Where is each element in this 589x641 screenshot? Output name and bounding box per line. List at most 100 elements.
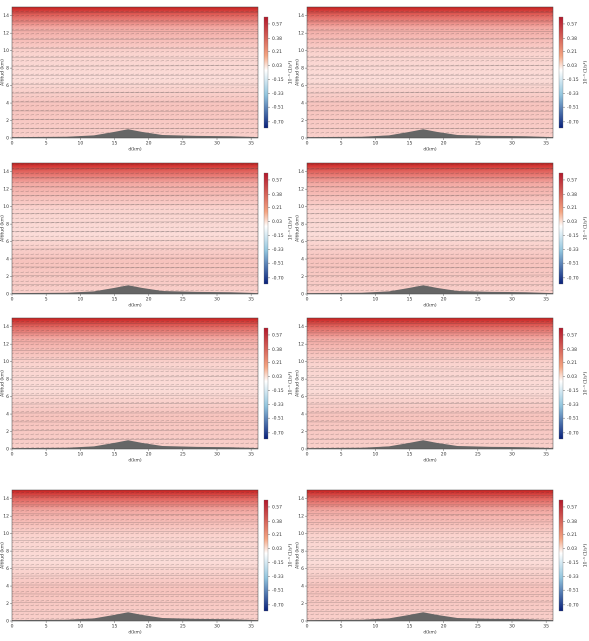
y-tick-label: 6 bbox=[6, 394, 9, 400]
colorbar-tick-label: -0.15 bbox=[567, 388, 579, 394]
y-tick-label: 4 bbox=[6, 101, 9, 107]
colorbar-tick-label: 0.38 bbox=[567, 347, 577, 353]
x-tick-label: 20 bbox=[441, 297, 447, 303]
y-tick-label: 0 bbox=[6, 619, 9, 625]
quiver-field bbox=[307, 490, 553, 621]
x-tick-label: 35 bbox=[543, 141, 549, 147]
x-tick-label: 35 bbox=[248, 624, 254, 630]
colorbar-tick-label: 0.03 bbox=[272, 546, 282, 552]
x-tick-label: 25 bbox=[475, 624, 481, 630]
colorbar-tick-label: 0.21 bbox=[567, 49, 577, 55]
x-tick-label: 0 bbox=[306, 452, 309, 458]
x-tick-label: 5 bbox=[340, 452, 343, 458]
y-tick-label: 6 bbox=[301, 566, 304, 572]
colorbar-tick-label: 0.38 bbox=[567, 519, 577, 525]
colorbar-tick-label: 0.21 bbox=[272, 49, 282, 55]
x-tick-label: 15 bbox=[112, 452, 118, 458]
terrain bbox=[12, 129, 258, 138]
colorbar-tick-label: -0.15 bbox=[272, 77, 284, 83]
y-tick-label: 12 bbox=[3, 342, 9, 348]
colorbar-label: 10⁻³ (1/s²) bbox=[583, 61, 589, 85]
x-tick-label: 10 bbox=[77, 452, 83, 458]
y-tick-label: 0 bbox=[301, 619, 304, 625]
y-tick-label: 8 bbox=[6, 377, 9, 383]
colorbar-tick-label: -0.51 bbox=[272, 261, 284, 267]
panel: 0 5 10 15 20 25 30 35 0 2 4 6 8 10 12 14 d(km) Altitud (k… bbox=[0, 489, 294, 636]
y-tick-label: 2 bbox=[6, 118, 9, 124]
x-tick-label: 10 bbox=[372, 624, 378, 630]
x-tick-label: 5 bbox=[45, 452, 48, 458]
x-tick-label: 10 bbox=[372, 452, 378, 458]
y-tick-label: 2 bbox=[6, 601, 9, 607]
quiver-field bbox=[12, 163, 258, 294]
colorbar-label: 10⁻³ (1/s²) bbox=[583, 217, 589, 241]
colorbar-tick-label: 0.38 bbox=[272, 192, 282, 198]
colorbar-tick-label: 0.57 bbox=[272, 21, 282, 27]
x-tick-label: 20 bbox=[146, 624, 152, 630]
x-tick-label: 0 bbox=[306, 297, 309, 303]
colorbar bbox=[263, 327, 269, 440]
y-tick-label: 0 bbox=[6, 292, 9, 298]
x-tick-label: 15 bbox=[407, 624, 413, 630]
y-axis-label: Altitud (km) bbox=[0, 59, 6, 86]
colorbar-tick-label: -0.33 bbox=[567, 247, 579, 253]
y-tick-label: 10 bbox=[3, 48, 9, 54]
plot-frame bbox=[11, 489, 259, 622]
terrain bbox=[307, 129, 553, 138]
y-tick-label: 4 bbox=[6, 257, 9, 263]
x-tick-label: 35 bbox=[248, 141, 254, 147]
y-tick-label: 2 bbox=[301, 429, 304, 435]
panel: 0 5 10 15 20 25 30 35 0 2 4 6 8 10 12 14 d(km) Altitud (k… bbox=[295, 489, 589, 636]
terrain bbox=[12, 440, 258, 449]
panel: 0 5 10 15 20 25 30 35 0 2 4 6 8 10 12 14 d(km) Altitud (k… bbox=[0, 162, 294, 309]
y-tick-label: 10 bbox=[298, 531, 304, 537]
colorbar-tick-label: -0.70 bbox=[272, 602, 284, 608]
y-tick-label: 12 bbox=[3, 514, 9, 520]
y-axis-label: Altitud (km) bbox=[0, 542, 6, 569]
x-axis-label: d(km) bbox=[423, 303, 437, 309]
plot-frame bbox=[11, 317, 259, 450]
terrain bbox=[12, 285, 258, 294]
y-tick-label: 12 bbox=[298, 31, 304, 37]
y-tick-label: 0 bbox=[301, 136, 304, 142]
x-tick-label: 35 bbox=[248, 452, 254, 458]
x-tick-label: 25 bbox=[475, 297, 481, 303]
y-tick-label: 0 bbox=[301, 292, 304, 298]
y-tick-label: 8 bbox=[301, 66, 304, 72]
x-tick-label: 5 bbox=[340, 624, 343, 630]
x-tick-label: 15 bbox=[112, 624, 118, 630]
panel: 0 5 10 15 20 25 30 35 0 2 4 6 8 10 12 14 d(km) Altitud (k… bbox=[295, 6, 589, 153]
colorbar bbox=[558, 172, 564, 285]
colorbar-tick-label: -0.70 bbox=[272, 119, 284, 125]
colorbar-tick-label: -0.70 bbox=[567, 430, 579, 436]
x-tick-label: 15 bbox=[112, 297, 118, 303]
colorbar-tick-label: 0.38 bbox=[272, 36, 282, 42]
colorbar-tick-label: -0.33 bbox=[567, 91, 579, 97]
plot-frame bbox=[306, 317, 554, 450]
x-tick-label: 10 bbox=[372, 141, 378, 147]
plot-frame bbox=[306, 489, 554, 622]
y-tick-label: 4 bbox=[301, 584, 304, 590]
x-tick-label: 30 bbox=[509, 452, 515, 458]
x-tick-label: 20 bbox=[441, 624, 447, 630]
colorbar-label: 10⁻³ (1/s²) bbox=[583, 372, 589, 396]
x-tick-label: 30 bbox=[214, 452, 220, 458]
x-tick-label: 35 bbox=[248, 297, 254, 303]
y-tick-label: 6 bbox=[301, 239, 304, 245]
panel: 0 5 10 15 20 25 30 35 0 2 4 6 8 10 12 14 d(km) Altitud (k… bbox=[295, 162, 589, 309]
y-tick-label: 12 bbox=[298, 342, 304, 348]
terrain bbox=[307, 285, 553, 294]
colorbar-tick-label: -0.33 bbox=[272, 247, 284, 253]
y-tick-label: 14 bbox=[3, 169, 9, 175]
x-tick-label: 30 bbox=[509, 141, 515, 147]
y-axis-label: Altitud (km) bbox=[0, 370, 6, 397]
colorbar-tick-label: 0.21 bbox=[567, 532, 577, 538]
colorbar-tick-label: 0.57 bbox=[567, 21, 577, 27]
colorbar-tick-label: -0.51 bbox=[567, 588, 579, 594]
y-tick-label: 10 bbox=[3, 359, 9, 365]
colorbar-tick-label: -0.51 bbox=[272, 588, 284, 594]
plot-frame bbox=[306, 162, 554, 295]
colorbar-label: 10⁻³ (1/s²) bbox=[583, 544, 589, 568]
y-tick-label: 2 bbox=[301, 274, 304, 280]
